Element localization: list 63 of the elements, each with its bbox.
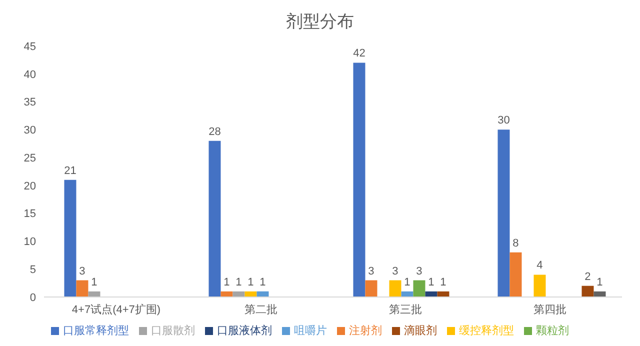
bar: [353, 62, 366, 297]
data-label: 1: [596, 276, 603, 288]
data-label: 1: [440, 276, 446, 288]
bar: [534, 274, 546, 297]
data-label: 4: [536, 260, 543, 272]
bar: [413, 280, 426, 297]
y-tick-label: 35: [24, 96, 36, 109]
y-tick-label: 20: [24, 180, 36, 192]
data-label: 1: [404, 276, 410, 288]
legend-label: 滴眼剂: [404, 325, 437, 337]
data-label: 1: [236, 276, 242, 288]
bar: [594, 291, 606, 297]
y-tick-label: 15: [24, 208, 36, 220]
bar: [510, 252, 522, 297]
x-tick-label: 4+7试点(4+7扩围): [72, 302, 161, 316]
x-tick-label: 第二批: [244, 304, 278, 316]
bar: [64, 180, 76, 297]
data-label: 3: [416, 265, 422, 278]
legend-label: 口服散剂: [151, 325, 195, 337]
data-label: 3: [392, 265, 398, 278]
bar: [498, 130, 510, 297]
bar: [365, 280, 378, 297]
data-label: 1: [224, 276, 230, 288]
bar: [88, 291, 100, 297]
chart-title: 剂型分布: [285, 11, 355, 33]
bar: [220, 291, 233, 297]
data-label: 1: [91, 276, 98, 288]
bar: [76, 280, 88, 297]
bar: [244, 291, 257, 297]
data-label: 28: [208, 126, 221, 138]
y-tick-label: 40: [24, 68, 36, 81]
legend-label: 口服液体剂: [217, 325, 272, 337]
y-tick-label: 45: [24, 40, 36, 53]
data-label: 8: [512, 237, 519, 250]
bar: [208, 140, 221, 297]
data-label: 1: [428, 276, 434, 288]
data-label: 3: [368, 265, 374, 278]
data-label: 21: [64, 164, 76, 177]
bar: [401, 291, 414, 297]
data-label: 3: [79, 265, 86, 278]
data-label: 1: [260, 276, 266, 288]
y-tick-label: 30: [24, 124, 36, 137]
bar: [389, 280, 402, 297]
x-tick-label: 第三批: [388, 304, 422, 316]
data-label: 1: [248, 276, 254, 288]
bar: [232, 291, 245, 297]
bar: [256, 291, 269, 297]
bar: [582, 286, 594, 297]
y-tick-label: 0: [30, 292, 36, 304]
data-label: 42: [353, 48, 366, 60]
x-tick-label: 第四批: [533, 304, 566, 316]
data-label: 2: [584, 270, 591, 283]
bar: [437, 291, 450, 297]
legend-label: 缓控释剂型: [459, 325, 514, 337]
data-label: 30: [498, 114, 510, 127]
y-tick-label: 25: [24, 152, 36, 164]
y-tick-label: 10: [24, 236, 36, 248]
legend-label: 咀嚼片: [294, 325, 327, 337]
legend-label: 注射剂: [349, 325, 382, 337]
y-tick-label: 5: [30, 264, 36, 276]
legend-label: 口服常释剂型: [63, 325, 129, 337]
bar: [425, 291, 438, 297]
legend-label: 颗粒剂: [536, 325, 569, 337]
